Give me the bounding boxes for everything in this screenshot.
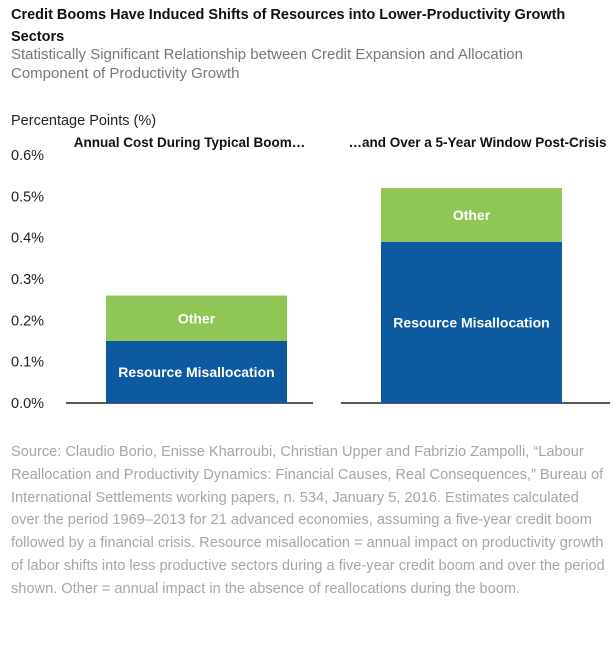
- y-tick-label: 0.1%: [11, 355, 44, 371]
- y-tick-label: 0.6%: [11, 148, 44, 164]
- segment-label: Other: [453, 207, 491, 223]
- bar-other: [381, 188, 562, 242]
- y-tick-label: 0.4%: [11, 231, 44, 247]
- segment-label: Resource Misallocation: [118, 364, 274, 380]
- chart-title: Credit Booms Have Induced Shifts of Reso…: [11, 7, 566, 45]
- bar-other: [106, 295, 287, 341]
- stacked-bar-chart: Percentage Points (%) 0.0% 0.1% 0.2% 0.3% 0.4…: [11, 113, 610, 412]
- chart-subtitle: Statistically Significant Relationship b…: [11, 46, 523, 82]
- segment-label: Resource Misallocation: [393, 314, 549, 330]
- y-axis-label: Percentage Points (%): [11, 113, 156, 129]
- y-tick-label: 0.3%: [11, 272, 44, 288]
- bar-resource-misallocation: [381, 241, 562, 403]
- source-note: Source: Claudio Borio, Enisse Kharroubi,…: [11, 444, 605, 597]
- segment-label: Other: [178, 310, 216, 326]
- panel-title: Annual Cost During Typical Boom…: [74, 135, 306, 150]
- bar-resource-misallocation: [106, 341, 287, 403]
- y-tick-label: 0.0%: [11, 396, 44, 412]
- y-tick-label: 0.5%: [11, 189, 44, 205]
- panel-title: …and Over a 5-Year Window Post-Crisis: [349, 135, 607, 150]
- y-tick-label: 0.2%: [11, 313, 44, 329]
